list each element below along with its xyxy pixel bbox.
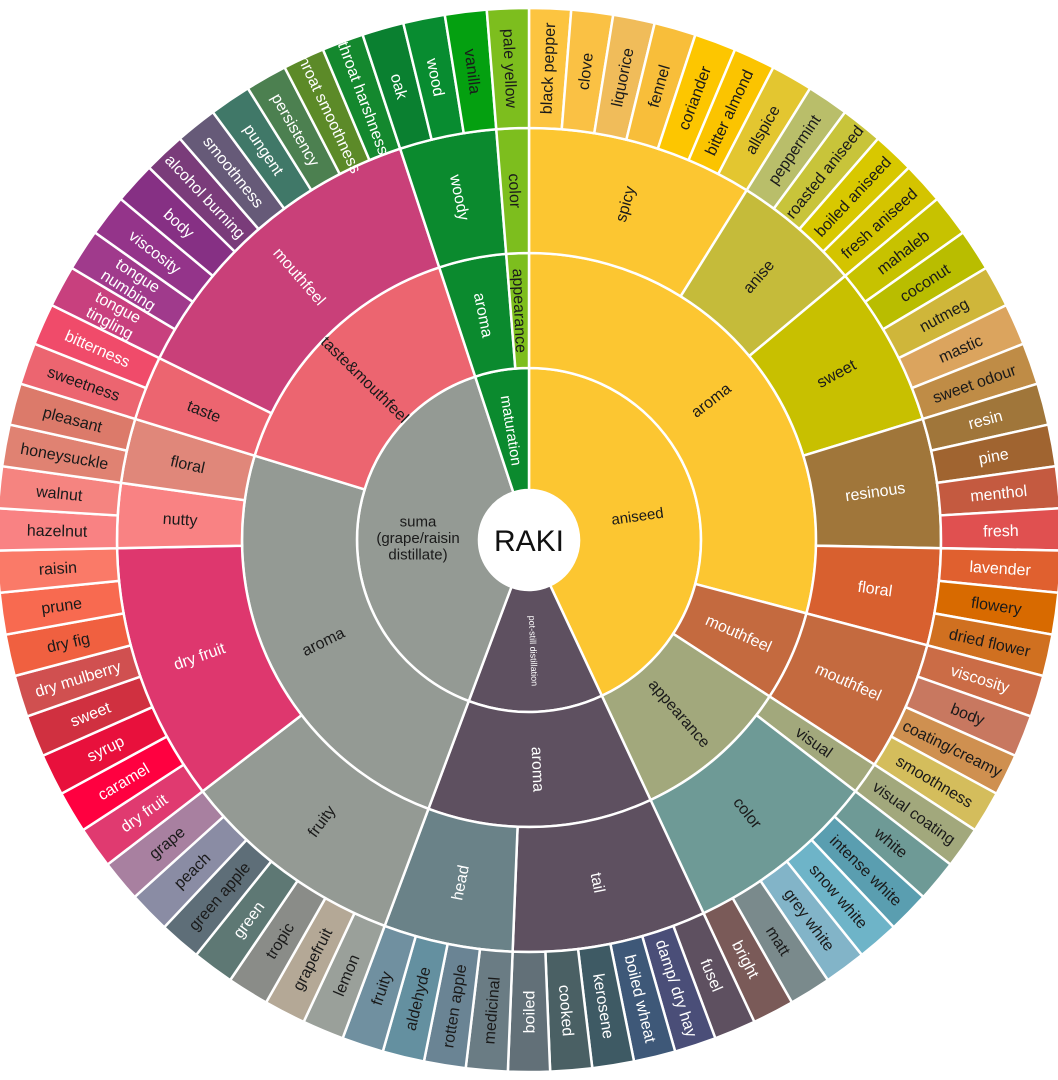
- label-cooked: cooked: [555, 984, 576, 1037]
- label-flowery: flowery: [970, 595, 1023, 619]
- center-circle: [479, 490, 579, 590]
- label-fresh: fresh: [983, 523, 1019, 541]
- label-line: suma: [400, 514, 437, 531]
- label-aroma: aroma: [528, 746, 547, 792]
- label-prune: prune: [40, 595, 83, 618]
- label-pot-still-distillation: pot-still distillation: [527, 615, 540, 686]
- label-suma-grape-raisin-distillate: suma (grape/raisin distillate): [376, 514, 459, 564]
- label-walnut: walnut: [34, 483, 83, 505]
- label-line: (grape/raisin: [376, 530, 459, 547]
- label-vanilla: vanilla: [461, 48, 483, 95]
- segment-pale-yellow: [485, 6, 531, 131]
- label-line: distillate): [388, 547, 447, 564]
- label-nutty: nutty: [162, 511, 198, 530]
- label-pale-yellow: pale yellow: [499, 29, 519, 109]
- label-oak: oak: [387, 72, 411, 102]
- label-tail: tail: [587, 871, 608, 894]
- label-hazelnut: hazelnut: [27, 523, 88, 541]
- label-lavender: lavender: [969, 559, 1032, 580]
- label-boiled: boiled: [522, 991, 539, 1034]
- label-clove: clove: [576, 52, 597, 91]
- label-black-pepper: black pepper: [539, 22, 560, 115]
- label-medicinal: medicinal: [481, 976, 503, 1045]
- label-pine: pine: [977, 446, 1010, 468]
- wheel-segments: [0, 6, 1058, 1074]
- center-label: RAKI: [494, 525, 564, 558]
- label-raisin: raisin: [38, 560, 77, 579]
- label-color: color: [505, 173, 523, 209]
- label-menthol: menthol: [970, 483, 1028, 506]
- label-appearance: appearance: [509, 268, 529, 353]
- label-head: head: [449, 864, 473, 902]
- label-floral: floral: [857, 579, 894, 601]
